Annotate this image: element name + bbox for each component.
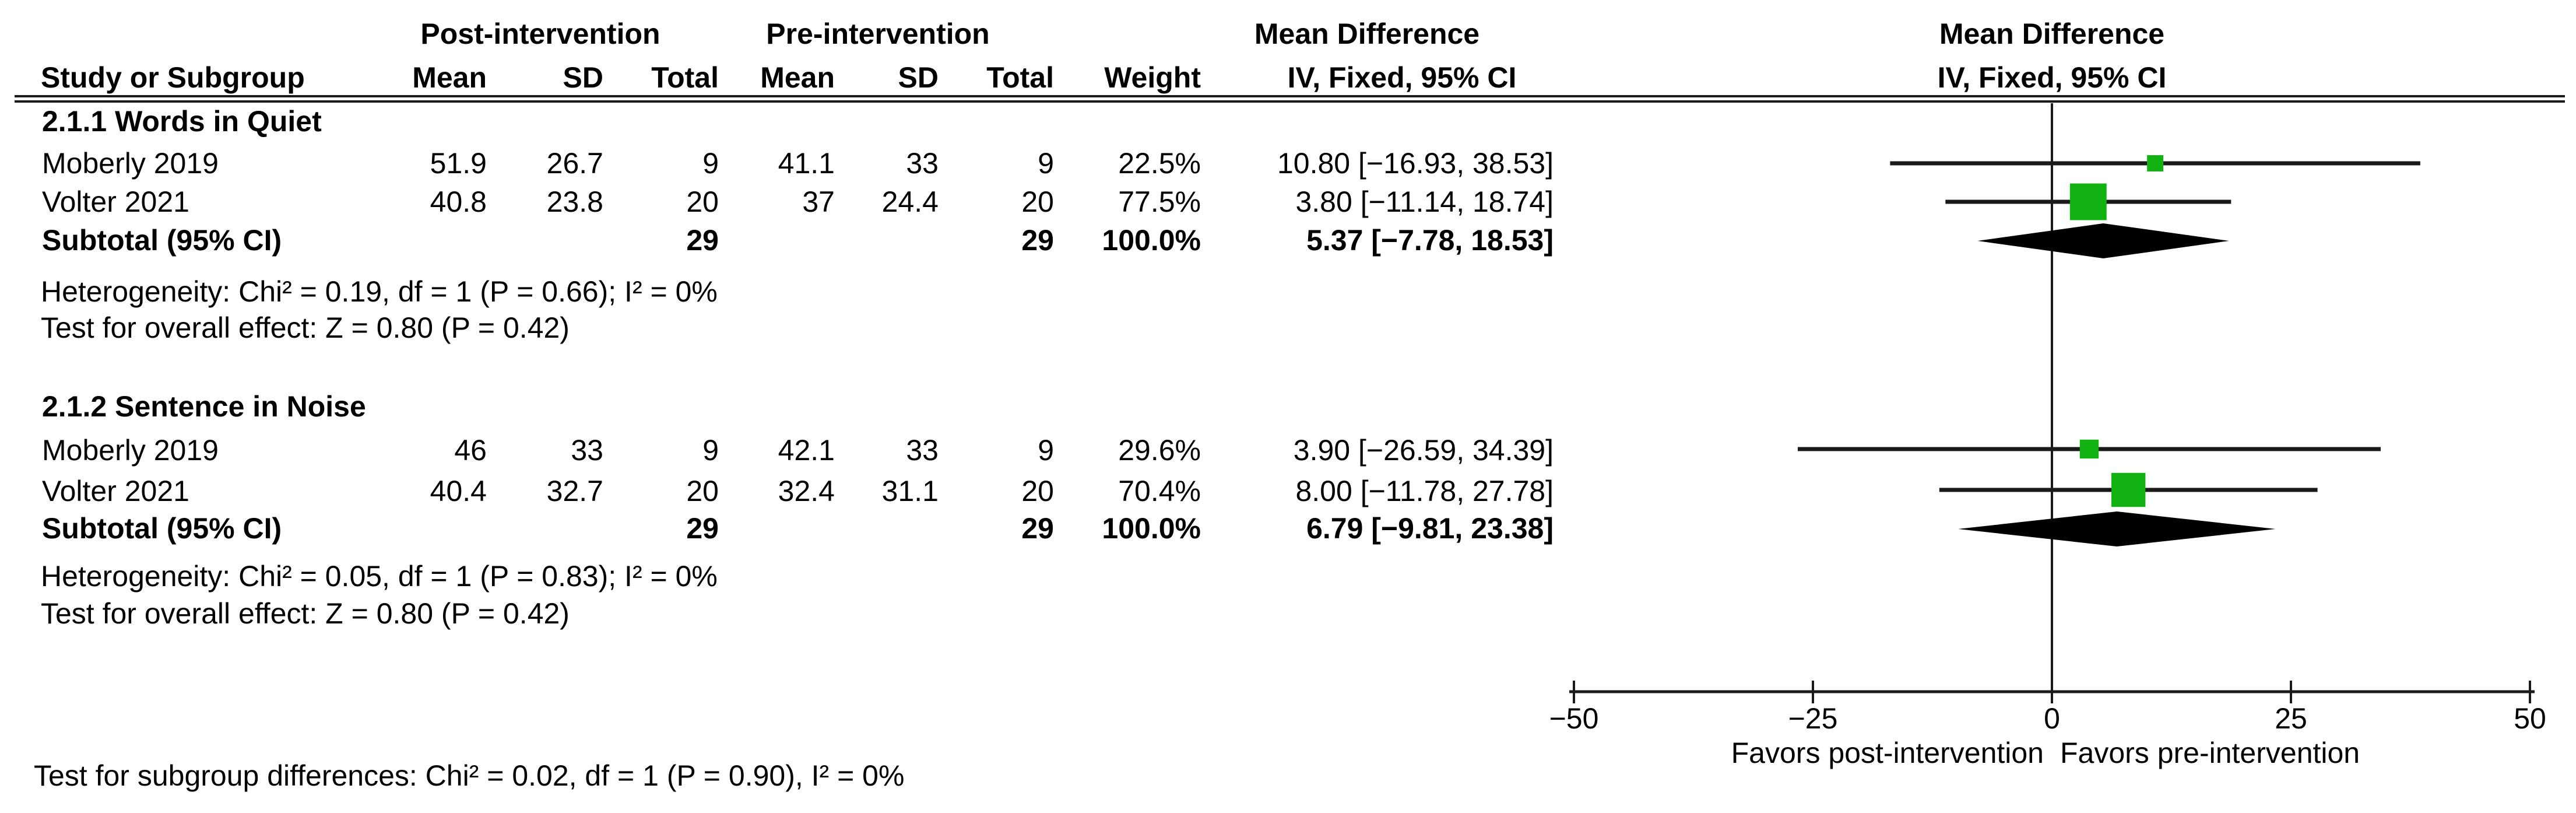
subtotal-post-total: 29 [686, 512, 719, 545]
pre-mean-value: 41.1 [778, 147, 835, 180]
favors-right-label: Favors pre-intervention [2060, 737, 2360, 769]
pre-mean-value: 32.4 [778, 475, 835, 507]
tick-label-zero: 0 [2044, 702, 2060, 735]
tick-label-neg25: −25 [1788, 702, 1838, 735]
effect-model-header: IV, Fixed, 95% CI [1287, 61, 1517, 94]
post-sd-value: 26.7 [546, 147, 603, 180]
post-mean-value: 40.4 [430, 475, 487, 507]
post-mean-value: 51.9 [430, 147, 487, 180]
heterogeneity-stats: Heterogeneity: Chi² = 0.19, df = 1 (P = … [41, 275, 718, 308]
weight-value: 29.6% [1118, 434, 1201, 467]
weight-value: 70.4% [1118, 475, 1201, 507]
subtotal-ci-text: 6.79 [−9.81, 23.38] [1306, 512, 1554, 545]
post-total-header: Total [651, 61, 719, 94]
pre-mean-header: Mean [760, 61, 835, 94]
pre-total-value: 9 [1038, 147, 1054, 180]
ci-text: 3.90 [−26.59, 34.39] [1293, 434, 1554, 467]
subgroup-differences-test: Test for subgroup differences: Chi² = 0.… [34, 759, 905, 792]
subtotal-label: Subtotal (95% CI) [42, 224, 282, 257]
weight-value: 22.5% [1118, 147, 1201, 180]
pre-sd-value: 33 [906, 434, 939, 467]
ci-text: 8.00 [−11.78, 27.78] [1295, 475, 1554, 507]
post-mean-header: Mean [412, 61, 487, 94]
effect-marker-square [2069, 183, 2107, 220]
subtotal-ci-text: 5.37 [−7.78, 18.53] [1306, 224, 1554, 257]
pre-intervention-group-header: Pre-intervention [766, 17, 990, 50]
study-name: Moberly 2019 [42, 147, 219, 180]
subtotal-pre-total: 29 [1021, 224, 1054, 257]
study-name: Moberly 2019 [42, 434, 219, 467]
overall-effect-test: Test for overall effect: Z = 0.80 (P = 0… [41, 311, 570, 344]
subgroup-title: 2.1.1 Words in Quiet [42, 105, 322, 138]
plot-model-header: IV, Fixed, 95% CI [1937, 61, 2167, 94]
header-rule-top [15, 95, 2565, 97]
post-sd-value: 23.8 [546, 185, 603, 218]
subtotal-weight: 100.0% [1102, 224, 1201, 257]
effect-marker-square [2147, 155, 2164, 171]
subtotal-pre-total: 29 [1021, 512, 1054, 545]
ci-text: 10.80 [−16.93, 38.53] [1277, 147, 1554, 180]
weight-value: 77.5% [1118, 185, 1201, 218]
post-mean-value: 46 [454, 434, 487, 467]
pre-mean-value: 37 [802, 185, 835, 218]
pre-sd-value: 24.4 [881, 185, 939, 218]
post-sd-value: 32.7 [546, 475, 603, 507]
tick-label-25: 25 [2275, 702, 2307, 735]
effect-marker-square [2079, 439, 2099, 459]
weight-header: Weight [1104, 61, 1201, 94]
overall-effect-test: Test for overall effect: Z = 0.80 (P = 0… [41, 597, 570, 630]
plot-title: Mean Difference [1939, 17, 2165, 50]
effect-marker-square [2111, 472, 2146, 507]
subtotal-label: Subtotal (95% CI) [42, 512, 282, 545]
header-rule-bottom [15, 100, 2565, 103]
pre-sd-value: 33 [906, 147, 939, 180]
pre-total-value: 20 [1021, 475, 1054, 507]
pre-sd-value: 31.1 [881, 475, 939, 507]
post-intervention-group-header: Post-intervention [420, 17, 660, 50]
pre-total-header: Total [986, 61, 1054, 94]
post-total-value: 20 [686, 475, 719, 507]
pre-total-value: 9 [1038, 434, 1054, 467]
pre-mean-value: 42.1 [778, 434, 835, 467]
heterogeneity-stats: Heterogeneity: Chi² = 0.05, df = 1 (P = … [41, 560, 718, 593]
effect-column-title: Mean Difference [1254, 17, 1480, 50]
post-sd-value: 33 [571, 434, 603, 467]
subtotal-post-total: 29 [686, 224, 719, 257]
post-total-value: 9 [702, 434, 719, 467]
subtotal-diamond [1958, 511, 2276, 546]
pre-total-value: 20 [1021, 185, 1054, 218]
post-sd-header: SD [563, 61, 603, 94]
post-total-value: 20 [686, 185, 719, 218]
study-column-header: Study or Subgroup [41, 61, 305, 94]
subtotal-weight: 100.0% [1102, 512, 1201, 545]
subgroup-title: 2.1.2 Sentence in Noise [42, 390, 366, 423]
subtotal-diamond [1977, 223, 2229, 258]
pre-sd-header: SD [898, 61, 939, 94]
study-name: Volter 2021 [42, 185, 189, 218]
tick-label-neg50: −50 [1549, 702, 1599, 735]
post-mean-value: 40.8 [430, 185, 487, 218]
tick-label-50: 50 [2514, 702, 2546, 735]
ci-text: 3.80 [−11.14, 18.74] [1295, 185, 1554, 218]
post-total-value: 9 [702, 147, 719, 180]
favors-left-label: Favors post-intervention [1731, 737, 2044, 769]
study-name: Volter 2021 [42, 475, 189, 507]
